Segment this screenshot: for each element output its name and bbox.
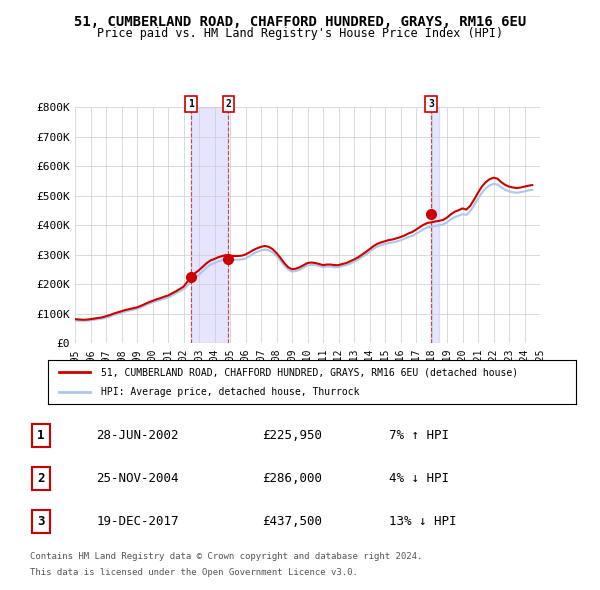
Text: HPI: Average price, detached house, Thurrock: HPI: Average price, detached house, Thur… [101,387,359,396]
Text: 28-JUN-2002: 28-JUN-2002 [96,430,179,442]
Text: Contains HM Land Registry data © Crown copyright and database right 2024.: Contains HM Land Registry data © Crown c… [30,552,422,561]
Text: 25-NOV-2004: 25-NOV-2004 [96,472,179,486]
Text: £286,000: £286,000 [262,472,322,486]
Text: 4% ↓ HPI: 4% ↓ HPI [389,472,449,486]
Text: 13% ↓ HPI: 13% ↓ HPI [389,515,457,528]
Text: This data is licensed under the Open Government Licence v3.0.: This data is licensed under the Open Gov… [30,568,358,577]
Text: 3: 3 [37,515,45,528]
Text: 2: 2 [226,99,232,109]
Text: 51, CUMBERLAND ROAD, CHAFFORD HUNDRED, GRAYS, RM16 6EU (detached house): 51, CUMBERLAND ROAD, CHAFFORD HUNDRED, G… [101,368,518,377]
Text: 7% ↑ HPI: 7% ↑ HPI [389,430,449,442]
Text: 19-DEC-2017: 19-DEC-2017 [96,515,179,528]
Text: £437,500: £437,500 [262,515,322,528]
Text: 2: 2 [37,472,45,486]
Text: £225,950: £225,950 [262,430,322,442]
Text: Price paid vs. HM Land Registry's House Price Index (HPI): Price paid vs. HM Land Registry's House … [97,27,503,40]
Bar [431,107,439,343]
Text: 3: 3 [428,99,434,109]
Bar [191,107,229,343]
Text: 51, CUMBERLAND ROAD, CHAFFORD HUNDRED, GRAYS, RM16 6EU: 51, CUMBERLAND ROAD, CHAFFORD HUNDRED, G… [74,15,526,29]
Text: 1: 1 [188,99,194,109]
Text: 1: 1 [37,430,45,442]
